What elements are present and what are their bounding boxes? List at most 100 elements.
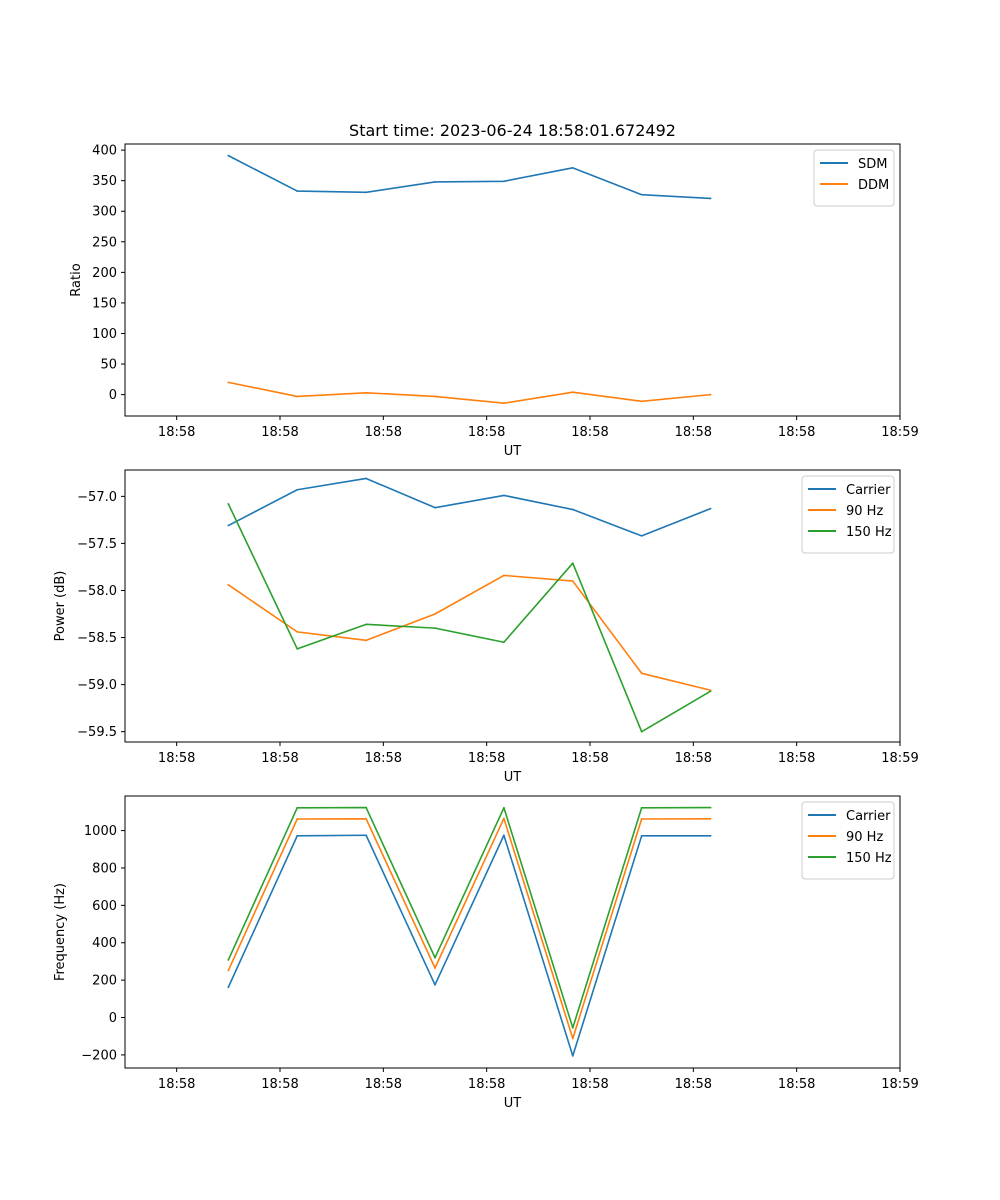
legend: Carrier 90 Hz 150 Hz [801,801,895,880]
x-tick-label: 18:58 [571,425,608,440]
data-point [502,574,505,577]
data-point [640,400,643,403]
x-axis-label: UT [504,444,522,459]
data-point [502,817,505,820]
data-point [571,166,574,169]
y-tick-label: −59.5 [77,725,117,740]
data-point [227,154,230,157]
y-tick-label: −58.5 [77,631,117,646]
data-point [227,524,230,527]
legend-label: 90 Hz [846,830,883,845]
data-point [640,834,643,837]
x-tick-label: 18:59 [881,751,918,766]
x-tick-label: 18:58 [365,425,402,440]
legend-box [801,801,895,880]
data-point [365,391,368,394]
data-point [502,834,505,837]
x-tick-label: 18:58 [158,751,195,766]
legend-label: 90 Hz [846,504,883,519]
series-line-carrier [227,477,711,537]
legend-label: Carrier [846,483,891,498]
x-tick-label: 18:58 [261,425,298,440]
data-point [296,488,299,491]
data-point [709,507,712,510]
y-tick-label: −200 [81,1048,117,1063]
data-point [502,494,505,497]
data-point [365,191,368,194]
data-point [640,672,643,675]
legend: Carrier 90 Hz 150 Hz [801,475,895,554]
x-tick-label: 18:58 [261,1077,298,1092]
x-tick-label: 18:58 [571,751,608,766]
y-tick-label: 600 [92,899,117,914]
data-point [709,393,712,396]
data-point [640,193,643,196]
series-line-150-hz [227,806,711,1029]
data-point [296,806,299,809]
series-line-carrier [227,834,711,1057]
legend-box [801,475,895,554]
data-point [709,806,712,809]
y-tick-label: 100 [92,327,117,342]
y-tick-label: −57.0 [77,490,117,505]
data-point [434,181,436,183]
chart-panel-3: 18:58 18:58 18:58 18:58 18:58 18:58 18:58 18:59… [53,795,919,1111]
data-point [365,817,368,820]
data-point [502,641,505,644]
chart-panel-2: 18:58 18:58 18:58 18:58 18:58 18:58 18:58 18:59… [53,469,919,785]
y-tick-label: 800 [92,861,117,876]
data-point [640,818,643,820]
x-tick-label: 18:58 [778,1077,815,1092]
x-tick-label: 18:58 [261,751,298,766]
data-point [571,580,574,582]
x-tick-label: 18:58 [365,751,402,766]
legend: SDM DDM [813,149,895,207]
y-tick-label: 400 [92,936,117,951]
data-point [296,190,299,192]
y-tick-label: 200 [92,974,117,989]
y-tick-label: −59.0 [77,678,117,693]
y-tick-label: 400 [92,144,117,159]
data-point [227,502,230,505]
y-tick-label: 250 [92,235,117,250]
y-axis-label: Power (dB) [53,571,68,642]
legend-label: 150 Hz [846,851,892,866]
data-point [434,506,436,509]
axes-frame [124,795,901,1069]
series-line-90-hz [227,574,711,692]
data-point [502,180,505,183]
y-tick-label: −57.5 [77,537,117,552]
data-point [227,969,230,972]
y-tick-label: 150 [92,296,117,311]
y-axis-label: Ratio [69,263,84,296]
figure-title: Start time: 2023-06-24 18:58:01.672492 [349,121,676,140]
data-point [227,986,230,989]
data-point [640,730,643,733]
x-tick-label: 18:58 [778,425,815,440]
data-point [640,534,643,537]
y-tick-label: 350 [92,174,117,189]
data-point [640,806,643,809]
x-tick-label: 18:58 [365,1077,402,1092]
legend-label: SDM [858,157,887,172]
x-tick-label: 18:58 [571,1077,608,1092]
series-line-90-hz [227,817,711,1040]
legend-label: 150 Hz [846,525,892,540]
data-point [502,402,505,405]
y-tick-label: 50 [100,358,117,373]
x-tick-label: 18:58 [468,751,505,766]
data-point [434,613,436,615]
data-point [296,818,299,820]
data-point [365,639,368,642]
data-point [227,381,230,384]
axes-frame [124,469,901,743]
x-tick-label: 18:58 [675,1077,712,1092]
data-point [296,395,299,398]
data-point [227,583,230,586]
data-point [365,834,368,837]
legend-label: Carrier [846,809,891,824]
y-tick-label: 1000 [84,824,117,839]
chart-panels: 18:58 18:58 18:58 18:58 18:58 18:58 18:58 18:59… [53,143,919,1111]
data-point [227,959,230,961]
chart-panel-1: 18:58 18:58 18:58 18:58 18:58 18:58 18:58 18:59… [69,143,919,459]
